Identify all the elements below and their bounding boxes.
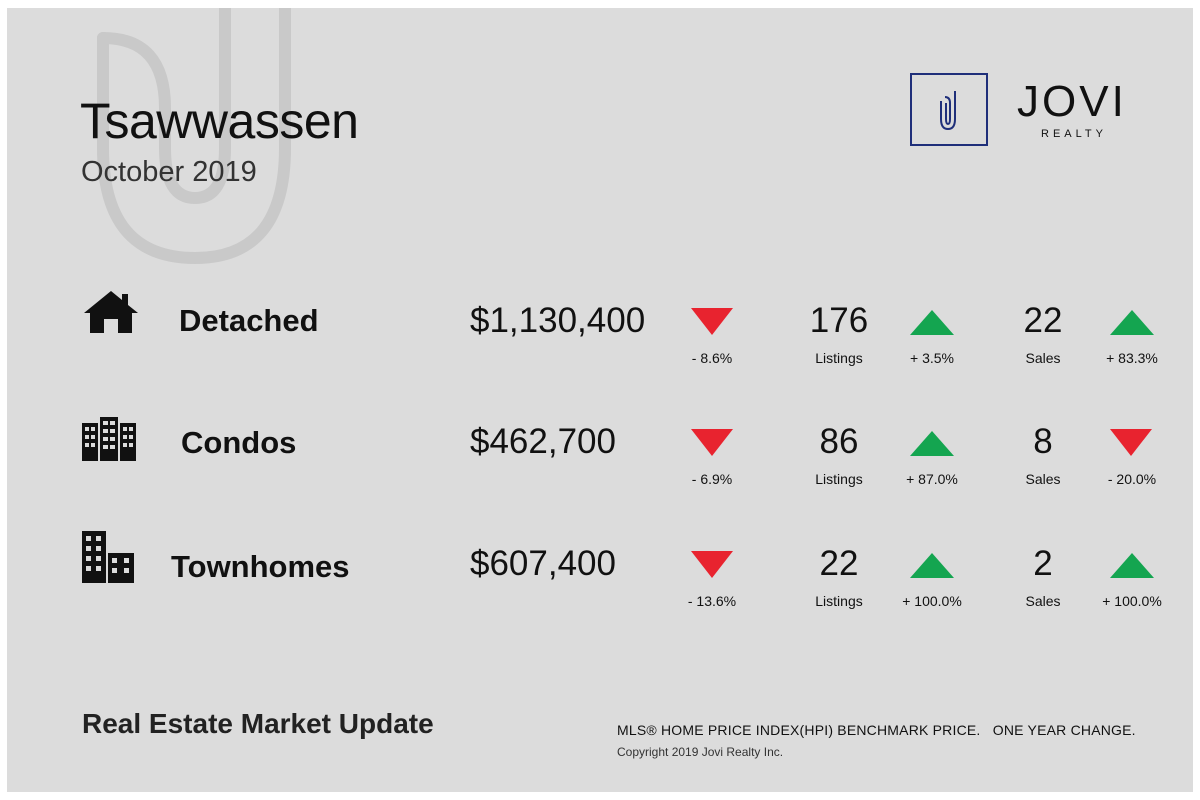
watermark-logo-icon bbox=[97, 8, 291, 265]
sales-change-down-icon bbox=[1110, 429, 1152, 456]
sales-label: Sales bbox=[1025, 593, 1061, 609]
sales-count: 22 bbox=[1023, 301, 1063, 340]
sales-change: + 100.0% bbox=[1102, 593, 1162, 609]
row-type-condos: Condos bbox=[181, 425, 297, 460]
listings-count: 22 bbox=[819, 544, 859, 583]
sales-label: Sales bbox=[1025, 350, 1061, 366]
footer-note: MLS® HOME PRICE INDEX(HPI) BENCHMARK PRI… bbox=[617, 722, 1136, 738]
sales-count: 2 bbox=[1033, 544, 1053, 583]
sales-change-up-icon bbox=[1110, 310, 1154, 335]
price-change: - 13.6% bbox=[687, 593, 737, 609]
townhome-building-icon bbox=[82, 531, 134, 583]
sales-change: + 83.3% bbox=[1106, 350, 1158, 366]
listings-count: 86 bbox=[819, 422, 859, 461]
benchmark-price: $1,130,400 bbox=[470, 301, 646, 340]
page-title: Tsawwassen bbox=[80, 93, 359, 149]
price-change: - 8.6% bbox=[691, 350, 733, 366]
sales-count: 8 bbox=[1033, 422, 1053, 461]
market-update-card: Tsawwassen October 2019 JOVI REALTY Deta… bbox=[7, 8, 1193, 792]
price-change-down-icon bbox=[691, 551, 733, 578]
price-change-down-icon bbox=[691, 429, 733, 456]
page-subtitle: October 2019 bbox=[81, 156, 257, 188]
sales-label: Sales bbox=[1025, 471, 1061, 487]
listings-change-up-icon bbox=[910, 310, 954, 335]
copyright: Copyright 2019 Jovi Realty Inc. bbox=[617, 745, 784, 759]
listings-change-up-icon bbox=[910, 553, 954, 578]
listings-change: + 100.0% bbox=[902, 593, 962, 609]
listings-change: + 87.0% bbox=[906, 471, 958, 487]
price-change-down-icon bbox=[691, 308, 733, 335]
logo-name: JOVI bbox=[1017, 77, 1127, 126]
listings-change: + 3.5% bbox=[910, 350, 954, 366]
price-change: - 6.9% bbox=[691, 471, 733, 487]
sales-change-up-icon bbox=[1110, 553, 1154, 578]
listings-change-up-icon bbox=[910, 431, 954, 456]
sales-change: - 20.0% bbox=[1107, 471, 1157, 487]
listings-label: Listings bbox=[815, 471, 863, 487]
listings-label: Listings bbox=[815, 593, 863, 609]
footer-title: Real Estate Market Update bbox=[82, 708, 434, 739]
row-type-detached: Detached bbox=[179, 303, 319, 338]
listings-count: 176 bbox=[809, 301, 869, 340]
row-type-townhomes: Townhomes bbox=[171, 549, 350, 584]
benchmark-price: $607,400 bbox=[470, 544, 616, 583]
logo-sub: REALTY bbox=[1041, 128, 1107, 140]
jovi-logo-mark bbox=[910, 73, 988, 146]
benchmark-price: $462,700 bbox=[470, 422, 616, 461]
listings-label: Listings bbox=[815, 350, 863, 366]
condo-building-icon bbox=[82, 417, 136, 461]
jovi-j-logo-icon bbox=[940, 91, 956, 131]
house-icon bbox=[84, 291, 138, 333]
